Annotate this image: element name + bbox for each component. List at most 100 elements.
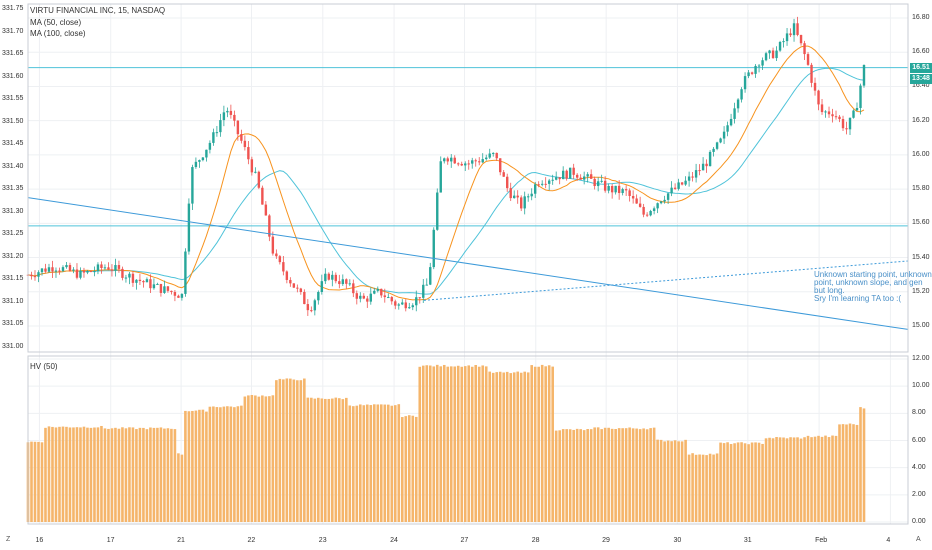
hv-bar (817, 435, 820, 522)
candle-body (156, 283, 159, 285)
hv-bar (89, 427, 93, 522)
hv-bar (813, 436, 817, 522)
candle-body (810, 64, 813, 83)
candle-body (121, 268, 124, 278)
hv-bar (51, 426, 54, 522)
candle-body (506, 176, 509, 189)
hv-bar (463, 366, 467, 522)
zoom-toggle-button[interactable]: Z (6, 536, 11, 543)
time-tick-label: 31 (743, 537, 752, 544)
candle-body (198, 160, 201, 162)
candle-body (222, 112, 226, 121)
candle-body (128, 273, 131, 278)
hv-bar (114, 427, 117, 522)
candle-body (705, 163, 708, 167)
hv-bar (757, 442, 761, 522)
trendlines[interactable] (27, 197, 909, 330)
hv-bar (359, 404, 362, 522)
hv-bar (733, 443, 736, 522)
hv-bar (303, 378, 306, 522)
candle-body (652, 208, 656, 211)
auto-scale-button[interactable]: A (916, 536, 921, 543)
hv-bar (761, 443, 764, 522)
candle-body (450, 157, 453, 162)
candle-body (142, 281, 145, 283)
hv-bar (261, 395, 264, 522)
hv-bar (324, 398, 327, 522)
candle-body (453, 157, 456, 164)
candle-body (579, 177, 582, 180)
hv-bar (572, 429, 575, 522)
candle-body (649, 210, 652, 216)
hv-bar (65, 426, 68, 522)
hv-bar (271, 395, 275, 522)
legend-ma-50[interactable]: MA (50, close) (30, 18, 82, 27)
candle-body (257, 171, 261, 188)
hv-bar (544, 366, 547, 522)
candle-body (750, 72, 754, 74)
hv-bar (446, 366, 450, 522)
candle-body (215, 132, 219, 134)
candle-body (47, 267, 51, 272)
hv-bar (852, 424, 855, 522)
hv-bar (418, 366, 422, 522)
hv-bar (191, 410, 194, 522)
time-tick-label: 24 (390, 537, 398, 544)
hv-tick-label: 0.00 (912, 518, 926, 525)
candle-body (390, 297, 393, 302)
hv-bar (722, 443, 726, 522)
hv-bar (694, 454, 698, 522)
hv-bar (834, 435, 838, 522)
hv-title[interactable]: HV (50) (30, 362, 58, 371)
annotation-note[interactable]: Unknown starting point, unknown point, u… (814, 270, 932, 303)
hv-bar (680, 441, 684, 522)
candle-body (464, 163, 467, 166)
candle-body (149, 279, 152, 289)
hv-bar (638, 429, 642, 522)
hv-bar (516, 371, 520, 522)
hv-bar (551, 366, 554, 522)
hv-bar (404, 416, 408, 522)
hv-bar (365, 404, 369, 522)
candle-body (523, 196, 526, 209)
hv-bar (663, 441, 666, 522)
hv-bar (187, 411, 191, 522)
candle-body (268, 215, 271, 237)
hv-bar (240, 405, 243, 522)
candle-body (481, 159, 484, 163)
right-tick-label: 15.40 (912, 253, 930, 261)
time-tick-label: 28 (531, 537, 540, 544)
hv-bar (379, 404, 383, 522)
candle-body (467, 163, 470, 165)
candle-body (61, 267, 65, 271)
time-tick-label: 4 (886, 537, 891, 544)
hv-bar (589, 429, 593, 522)
candle-body (397, 304, 400, 306)
hv-bar (565, 429, 568, 522)
candle-body (229, 110, 233, 115)
candle-body (743, 76, 747, 90)
candle-body (58, 270, 61, 272)
candle-body (117, 265, 121, 269)
hv-bar (159, 427, 163, 522)
hv-bar (93, 427, 96, 522)
left-tick-label: 331.20 (2, 252, 24, 260)
ma-50-line (27, 45, 865, 301)
hv-bar (673, 440, 677, 522)
hv-bar (512, 372, 516, 522)
candle-body (184, 251, 187, 294)
hv-bar (79, 427, 82, 522)
hv-bar (372, 404, 376, 522)
time-tick-label: 16 (35, 537, 44, 544)
candle-body (443, 158, 446, 162)
candle-body (673, 187, 677, 189)
legend-ma-100[interactable]: MA (100, close) (30, 29, 86, 38)
right-tick-label: 16.40 (912, 82, 930, 90)
right-tick-label: 15.60 (912, 219, 930, 227)
candle-body (600, 180, 603, 182)
hv-bar (400, 417, 404, 522)
candle-body (757, 65, 761, 67)
candle-body (561, 170, 565, 180)
candle-body (764, 53, 768, 61)
